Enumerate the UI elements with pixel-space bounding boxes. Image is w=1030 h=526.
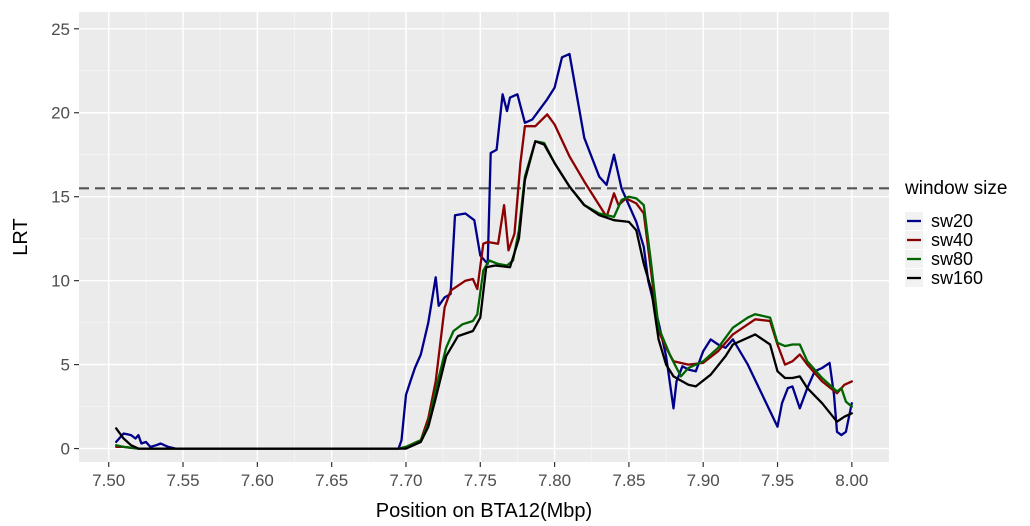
legend-label-sw80: sw80 [931, 249, 973, 269]
legend-label-sw40: sw40 [931, 230, 973, 250]
plot-panel [79, 12, 889, 462]
x-tick-label: 7.55 [166, 471, 199, 490]
series-line-sw160 [115, 140, 853, 450]
y-tick-label: 25 [51, 20, 70, 39]
y-tick-label: 20 [51, 104, 70, 123]
x-tick-label: 8.00 [835, 471, 868, 490]
x-tick-label: 7.75 [464, 471, 497, 490]
x-tick-label: 7.65 [315, 471, 348, 490]
series-line-sw40 [115, 113, 853, 450]
x-tick-label: 7.95 [761, 471, 794, 490]
legend-title: window size [904, 178, 1007, 199]
y-axis-title: LRT [10, 218, 32, 255]
x-axis: 7.50 7.55 7.60 7.65 7.70 7.75 7.80 7.85 7.90 7.95… [92, 462, 868, 490]
y-tick-label: 15 [51, 188, 70, 207]
x-tick-label: 7.80 [538, 471, 571, 490]
x-tick-label: 7.70 [389, 471, 422, 490]
legend-label-sw160: sw160 [931, 268, 983, 288]
y-tick-label: 5 [61, 356, 70, 375]
series-line-sw80 [115, 140, 853, 450]
x-tick-label: 7.90 [687, 471, 720, 490]
x-axis-title: Position on BTA12(Mbp) [376, 500, 592, 522]
y-axis: 0 5 10 15 20 25 [51, 20, 79, 459]
x-tick-label: 7.85 [612, 471, 645, 490]
y-tick-label: 0 [61, 440, 70, 459]
series-lines [115, 52, 853, 450]
legend-label-sw20: sw20 [931, 211, 973, 231]
y-tick-label: 10 [51, 272, 70, 291]
x-tick-label: 7.60 [241, 471, 274, 490]
x-tick-label: 7.50 [92, 471, 125, 490]
